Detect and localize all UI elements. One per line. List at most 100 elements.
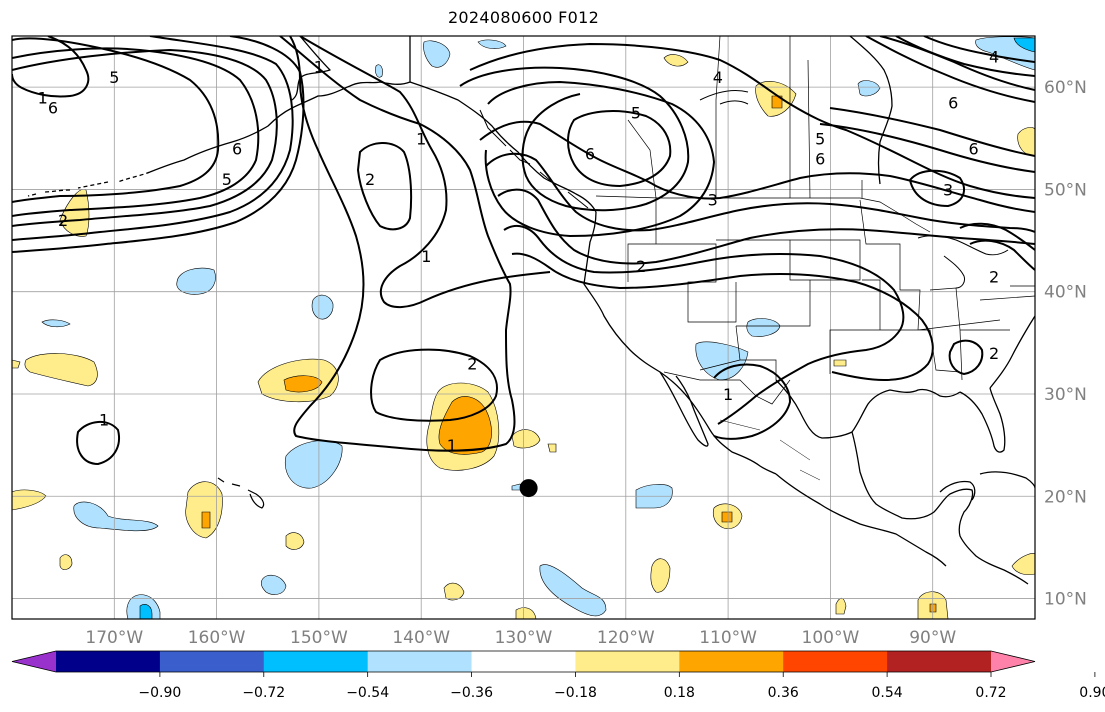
positive-anomaly-area [511,429,541,449]
contour-lines [12,36,1035,466]
positive-anomaly-area [201,511,211,529]
contour-line [959,222,1035,251]
colorbar-tick-labels: −0.90 −0.72 −0.54 −0.36 −0.18 0.18 0.36 0.54 0.7… [138,672,1105,701]
contour-label: 1 [38,88,48,107]
contour-line [484,80,716,238]
positive-anomaly-area [59,554,73,570]
contour-line [12,36,90,98]
contour-line [12,47,260,217]
yucatan [939,480,976,501]
baja-california [659,371,709,447]
hudson-bay [849,36,893,185]
hawaii [217,477,265,509]
colorbar-extend-high [991,651,1035,672]
contour-line [299,36,551,308]
latitude-tick-label: 50°N [1044,180,1087,200]
contour-line [76,421,120,466]
positive-anomaly-area [443,582,465,601]
longitude-tick-label: 150°W [290,628,348,648]
contour-label: 1 [723,385,733,404]
positive-anomaly-area [663,54,689,67]
positive-anomaly-area [12,359,21,369]
contour-label: 1 [416,129,426,148]
contour-label: 6 [948,93,958,112]
contour-line [879,36,1035,91]
contour-label: 5 [631,104,641,123]
contour-label: 2 [467,354,477,373]
positive-anomaly-area [1017,127,1035,157]
contour-line [865,36,1035,103]
latitude-tick-label: 20°N [1044,487,1087,507]
contour-line [12,37,220,203]
mexico-coast [775,473,947,567]
negative-anomaly-area [477,39,507,49]
positive-anomaly-area [515,607,537,619]
map-title: 2024080600 F012 [447,8,600,27]
positive-anomaly-area [721,511,733,523]
arctic-islands [699,89,749,105]
colorbar-tick-label: −0.90 [138,685,181,701]
bc-islands [479,109,589,209]
contour-label: 6 [815,150,825,169]
negative-anomaly-area [423,40,451,68]
latitude-tick-label: 30°N [1044,385,1087,405]
mexico-gulf-coast [851,431,1029,585]
negative-anomaly-area [1013,37,1035,53]
negative-anomaly-area [41,319,71,328]
contour-line [12,48,278,227]
contour-label: 2 [636,257,646,276]
contour-line [479,120,1035,213]
longitude-tick-label: 120°W [597,628,655,648]
alaska-west-coast [291,36,331,101]
positive-anomaly-area [185,481,223,539]
negative-anomaly-area [746,318,781,337]
negative-anomaly-area [73,501,159,532]
colorbar [11,650,1036,673]
longitude-tick-label: 160°W [188,628,246,648]
colorbar-segment [263,651,369,672]
gulf-coast [775,379,961,439]
contour-label: 1 [447,436,457,455]
contour-label: 6 [585,145,595,164]
contour-label: 2 [989,344,999,363]
contour-line [895,36,1035,77]
longitude-tick-label: 140°W [392,628,450,648]
negative-anomaly-area [375,64,383,78]
colorbar-tick-label: −0.72 [242,685,285,701]
negative-anomaly-area [139,604,153,619]
contour-label: 1 [99,411,109,430]
cuba [979,471,1035,489]
latitude-tick-label: 60°N [1044,78,1087,98]
positive-anomaly-area [835,597,847,615]
aleutian-islands [27,171,151,197]
contour-line [459,66,690,212]
colorbar-tick-label: 0.18 [664,685,695,701]
contour-label: 6 [969,140,979,159]
latitude-tick-label: 10°N [1044,590,1087,610]
contour-line [908,169,965,208]
colorbar-tick-label: 0.36 [768,685,799,701]
longitude-tick-label: 90°W [909,628,956,648]
positive-anomaly-area [650,558,671,593]
positive-anomaly-area [1011,553,1035,576]
positive-anomaly-area [833,359,847,367]
positive-anomaly-area [547,443,557,453]
contour-line [948,339,984,376]
contour-label: 1 [314,58,324,77]
contour-label: 5 [222,170,232,189]
contour-line [485,152,1035,233]
contour-line [713,363,792,440]
us-east-coast [989,315,1035,389]
contour-line [356,142,413,231]
negative-anomaly-area [695,341,749,381]
contour-line [923,36,1035,63]
contour-line [503,224,905,425]
political-borders [409,36,1035,481]
contour-label: 5 [109,68,119,87]
colorbar-segment [159,651,265,672]
location-marker [519,479,538,498]
contour-label: 3 [943,180,953,199]
contour-line [469,42,1035,199]
contour-line [12,36,294,241]
